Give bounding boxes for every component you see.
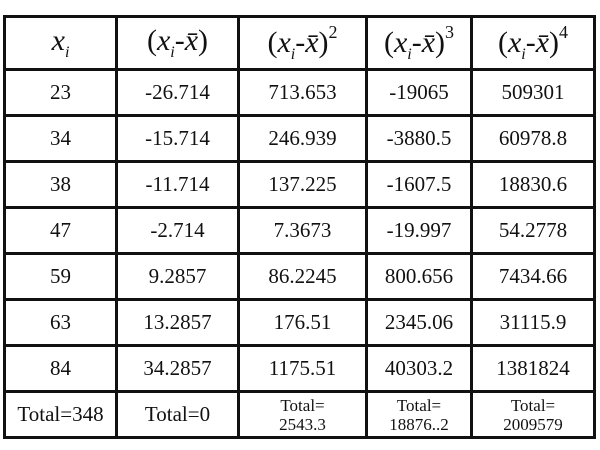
header-power: 4 [559, 22, 569, 42]
header-close: ) [198, 24, 209, 57]
cell: 23 [3, 68, 118, 117]
cell: -1607.5 [365, 160, 473, 209]
cell: 7.3673 [237, 206, 368, 255]
cell: 60978.8 [470, 114, 596, 163]
header-var: x [51, 24, 65, 57]
cell: 34.2857 [115, 344, 240, 393]
total-row: Total=348 Total=0 Total= 2543.3 Total= 18876.… [3, 390, 596, 439]
total-text: 2009579 [503, 414, 563, 434]
header-open: ( [497, 26, 508, 59]
total-cell: Total=0 [115, 390, 240, 439]
cell: 1175.51 [237, 344, 368, 393]
header-minus: - [411, 26, 422, 59]
table-row: 63 13.2857 176.51 2345.06 31115.9 [3, 298, 596, 347]
header-minus: - [525, 26, 536, 59]
cell: 38 [3, 160, 118, 209]
table-body: 23 -26.714 713.653 -19065 509301 34 -15.714 246… [3, 68, 596, 439]
cell: 63 [3, 298, 118, 347]
header-sub: i [64, 44, 70, 61]
header-cell: (xi-x̄) [115, 15, 240, 71]
cell: 13.2857 [115, 298, 240, 347]
table-row: 38 -11.714 137.225 -1607.5 18830.6 [3, 160, 596, 209]
header-var: x [277, 26, 291, 59]
header-power: 3 [445, 22, 455, 42]
table-row: 34 -15.714 246.939 -3880.5 60978.8 [3, 114, 596, 163]
header-row: xi (xi-x̄) (xi-x̄)2 (xi-x̄)3 (xi-x̄)4 [3, 15, 596, 71]
header-sub: i [521, 46, 526, 63]
cell: -3880.5 [365, 114, 473, 163]
header-mean: x̄ [305, 26, 319, 59]
header-cell: (xi-x̄)4 [470, 15, 596, 71]
cell: 54.2778 [470, 206, 596, 255]
header-open: ( [383, 26, 394, 59]
table-row: 59 9.2857 86.2245 800.656 7434.66 [3, 252, 596, 301]
cell: 9.2857 [115, 252, 240, 301]
header-cell: xi [3, 15, 118, 71]
cell: -26.714 [115, 68, 240, 117]
cell: 84 [3, 344, 118, 393]
table-row: 84 34.2857 1175.51 40303.2 1381824 [3, 344, 596, 393]
header-open: ( [146, 24, 157, 57]
data-table: xi (xi-x̄) (xi-x̄)2 (xi-x̄)3 (xi-x̄)4 23 -26.… [3, 15, 596, 439]
cell: 713.653 [237, 68, 368, 117]
header-mean: x̄ [421, 26, 436, 59]
header-var: x [156, 24, 171, 57]
cell: 800.656 [365, 252, 473, 301]
header-minus: - [174, 24, 185, 57]
cell: 34 [3, 114, 118, 163]
header-open: ( [267, 26, 278, 59]
total-cell: Total= 2009579 [470, 390, 596, 439]
cell: 47 [3, 206, 118, 255]
cell: 18830.6 [470, 160, 596, 209]
header-sub: i [290, 46, 296, 63]
cell: 137.225 [237, 160, 368, 209]
total-cell: Total=348 [3, 390, 118, 439]
total-text: 18876..2 [389, 414, 449, 434]
header-var: x [507, 26, 522, 59]
cell: -11.714 [115, 160, 240, 209]
cell: 40303.2 [365, 344, 473, 393]
header-close: ) [549, 26, 560, 59]
total-cell: Total= 18876..2 [365, 390, 473, 439]
cell: -19065 [365, 68, 473, 117]
header-sub: i [170, 44, 175, 61]
cell: 176.51 [237, 298, 368, 347]
header-cell: (xi-x̄)3 [365, 15, 473, 71]
cell: 2345.06 [365, 298, 473, 347]
total-cell: Total= 2543.3 [237, 390, 368, 439]
total-text: Total= [510, 395, 556, 415]
table-row: 23 -26.714 713.653 -19065 509301 [3, 68, 596, 117]
cell: 59 [3, 252, 118, 301]
total-text: Total= [396, 395, 442, 415]
header-mean: x̄ [535, 26, 550, 59]
total-text: 2543.3 [279, 414, 326, 434]
header-mean: x̄ [184, 24, 199, 57]
cell: 246.939 [237, 114, 368, 163]
header-close: ) [435, 26, 446, 59]
cell: -2.714 [115, 206, 240, 255]
cell: 31115.9 [470, 298, 596, 347]
cell: -19.997 [365, 206, 473, 255]
cell: 86.2245 [237, 252, 368, 301]
header-power: 2 [328, 22, 338, 42]
header-close: ) [318, 26, 329, 59]
cell: 1381824 [470, 344, 596, 393]
header-cell: (xi-x̄)2 [237, 15, 368, 71]
cell: 7434.66 [470, 252, 596, 301]
header-sub: i [407, 46, 412, 63]
total-text: Total=348 [17, 402, 104, 426]
total-text: Total=0 [144, 402, 211, 426]
cell: -15.714 [115, 114, 240, 163]
header-minus: - [295, 26, 306, 59]
total-text: Total= [280, 395, 325, 415]
table-row: 47 -2.714 7.3673 -19.997 54.2778 [3, 206, 596, 255]
header-var: x [393, 26, 408, 59]
cell: 509301 [470, 68, 596, 117]
